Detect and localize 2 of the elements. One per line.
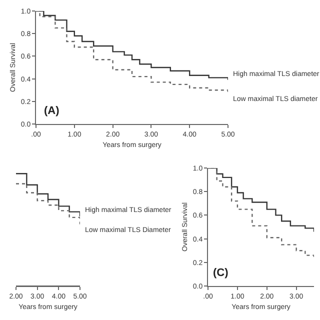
- annotation: (A): [44, 105, 60, 117]
- annotation: (C): [213, 267, 229, 279]
